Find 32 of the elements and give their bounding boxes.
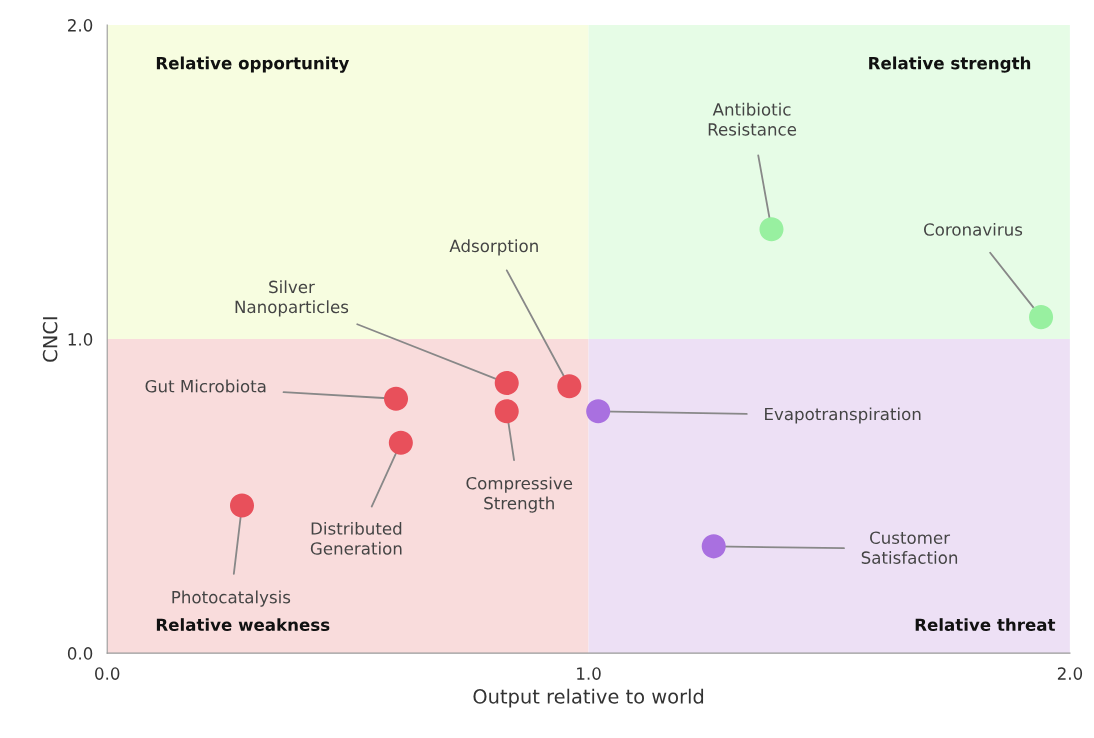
annotation: Silver Nanoparticles [235, 280, 349, 317]
annotation: Distributed Generation [310, 521, 402, 555]
point [384, 386, 409, 411]
point [1029, 305, 1054, 330]
y-tick-label: 0.0 [67, 647, 93, 660]
annotation: Relative weakness [156, 618, 330, 632]
point [388, 430, 413, 455]
point [701, 534, 726, 559]
x-tick-label: 0.0 [95, 667, 120, 680]
point [229, 493, 255, 518]
y-tick-label: 2.0 [68, 19, 93, 32]
y-axis-title: CNCI [42, 317, 58, 362]
point [759, 217, 784, 242]
x-tick-label: 2.0 [1057, 667, 1083, 680]
x-tick-label: 1.0 [577, 667, 601, 680]
annotation: Gut Microbiota [145, 379, 266, 393]
annotation: Compressive Strength [466, 476, 573, 513]
x-axis-title: Output relative to world [473, 688, 704, 708]
annotation: Relative strength [869, 56, 1031, 73]
point [586, 399, 611, 424]
point [557, 374, 582, 399]
annotation: Adsorption [449, 239, 538, 256]
point [494, 399, 519, 424]
annotation: Customer Satisfaction [861, 531, 958, 564]
annotation: Evapotranspiration [765, 407, 921, 424]
annotation: Photocatalysis [172, 590, 291, 607]
annotation: Relative opportunity [156, 56, 350, 73]
annotation: Relative threat [915, 618, 1056, 632]
y-tick-label: 1.0 [68, 333, 93, 346]
annotation: Antibiotic Resistance [708, 102, 797, 136]
point [494, 371, 519, 396]
annotation: Coronavirus [923, 222, 1023, 236]
